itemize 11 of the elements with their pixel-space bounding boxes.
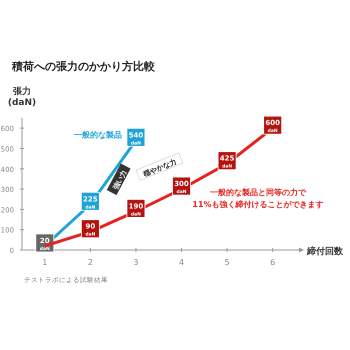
- x-axis-title: 締付回数: [306, 246, 344, 257]
- chart-title: 積荷への張力のかかり方比較: [11, 60, 156, 73]
- annotation: 一般的な製品と同等の力で11%も強く締付けることができます: [192, 188, 324, 209]
- x-tick-label: 5: [224, 258, 230, 267]
- x-tick-label: 1: [42, 258, 48, 267]
- y-axis-title: 張力 (daN): [8, 86, 36, 108]
- x-tick-label: 2: [88, 258, 93, 267]
- legend-label: 一般的な製品: [74, 130, 122, 140]
- x-tick-label: 4: [178, 258, 184, 267]
- x-tick-label: 6: [270, 258, 276, 267]
- x-tick-label: 3: [133, 258, 138, 267]
